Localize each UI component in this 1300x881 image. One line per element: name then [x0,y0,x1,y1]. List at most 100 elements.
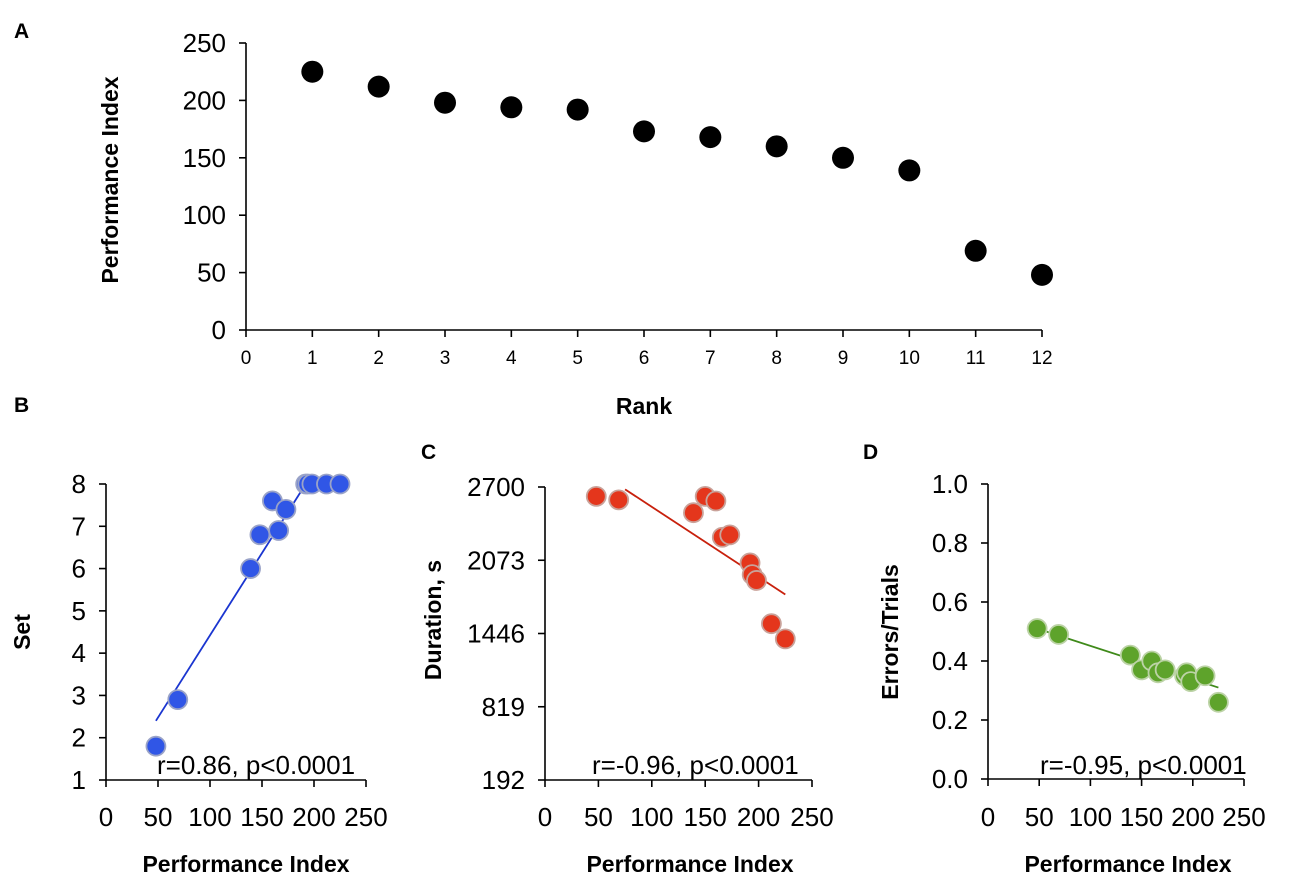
panel-a-data-point [301,60,324,83]
panel-d-y-tick-label: 0.4 [932,646,968,676]
panel-d-data-point [1194,665,1216,687]
panel-b-correlation-annotation: r=0.86, p<0.0001 [157,750,355,780]
panel-c-x-tick-label: 50 [584,802,613,832]
panel-c-data-point [683,502,704,524]
panel-b-x-tick-label: 250 [344,802,387,832]
panel-b-x-tick-label: 100 [188,802,231,832]
panel-d-data-point [1208,691,1229,713]
panel-a-y-tick-label: 50 [197,258,226,288]
panel-b-data-point [240,558,261,579]
panel-a-x-tick-label: 6 [639,348,650,369]
panel-a-y-tick-label: 200 [183,85,226,115]
panel-a-x-tick-label: 5 [572,348,583,369]
panel-c-y-tick-label: 819 [482,692,525,722]
panel-c-x-axis-title: Performance Index [586,851,793,877]
panel-a-y-tick-label: 250 [183,28,226,58]
panel-d-y-tick-label: 0.2 [932,705,968,735]
panel-b-y-tick-label: 4 [72,638,86,668]
panel-c-y-tick-label: 1446 [467,619,525,649]
panel-a-data-point [367,75,390,98]
panel-d-data-point [1048,624,1070,645]
panel-b-data-point [145,735,167,757]
panel-b-data-point [329,473,351,495]
panel-c-x-tick-label: 200 [737,802,780,832]
panel-a-data-point [434,91,456,114]
panel-d-x-tick-label: 100 [1069,802,1112,832]
panel-d-x-tick-label: 0 [981,802,995,832]
panel-b-y-tick-label: 3 [72,680,86,710]
panel-c-y-tick-label: 2700 [467,472,525,502]
panel-c-x-tick-label: 150 [684,802,727,832]
panel-a-data-point [699,126,722,149]
panel-d-x-tick-label: 200 [1171,802,1214,832]
panel-b-y-axis-title: Set [9,614,35,650]
panel-b-x-tick-label: 0 [99,802,113,832]
panel-d-data-point [1026,618,1048,639]
panel-d-x-tick-label: 250 [1222,802,1265,832]
panel-c-data-point [705,490,727,512]
panel-c-correlation-annotation: r=-0.96, p<0.0001 [592,750,799,780]
panel-c-x-tick-label: 250 [790,802,833,832]
panel-c-y-tick-label: 192 [482,765,525,795]
panel-d-y-tick-label: 0.8 [932,528,968,558]
panel-a-x-tick-label: 7 [705,348,716,369]
panel-d-data-point [1154,659,1176,681]
panel-a-y-tick-label: 100 [183,200,226,230]
panel-b-data-point [249,524,271,546]
panel-c-data-point [774,628,796,650]
panel-a-data-point [832,146,854,169]
panel-b-x-tick-label: 200 [292,802,335,832]
panel-a-x-tick-label: 11 [966,348,986,369]
panel-a-x-tick-label: 8 [771,348,782,369]
panel-label-b: B [14,394,29,417]
panel-b-y-tick-label: 5 [72,596,86,626]
panel-a-data-point [566,98,589,121]
panel-d-y-tick-label: 0.0 [932,764,968,794]
panel-a-x-tick-label: 1 [307,348,318,369]
panel-a-data-point [898,159,921,182]
panel-a-x-tick-label: 9 [838,348,849,369]
panel-c-data-point [746,570,767,591]
panel-c-data-point [761,613,782,635]
panel-a-x-tick-label: 10 [899,348,920,369]
panel-d-x-tick-label: 150 [1120,802,1163,832]
panel-a-data-point [633,120,655,143]
panel-label-a: A [14,20,29,43]
panel-a-x-tick-label: 3 [440,348,451,369]
panel-a-y-tick-label: 150 [183,143,226,173]
panel-label-d: D [863,441,878,464]
panel-c-y-tick-label: 2073 [467,545,525,575]
panel-a-data-point [1031,263,1053,286]
panel-a-x-axis-title: Rank [616,393,672,419]
panel-b-y-tick-label: 1 [72,765,86,795]
panel-d-x-axis-title: Performance Index [1024,851,1231,877]
panel-d-y-axis-title: Errors/Trials [877,564,903,700]
panel-d-y-tick-label: 0.6 [932,587,968,617]
panel-b-chart: 1 2 3 4 5 6 7 8 0 50 100 150 200 250 Performance Index… [9,469,388,877]
panel-c-data-point [585,485,607,507]
panel-c-data-point [719,524,741,546]
panel-b-x-tick-label: 150 [240,802,283,832]
panel-d-data-point [1119,644,1141,666]
panel-c-chart: 192 819 1446 2073 2700 0 50 100 150 200 250 Perform… [420,472,834,877]
panel-d-correlation-annotation: r=-0.95, p<0.0001 [1040,750,1247,780]
panel-a-y-axis-title: Performance Index [97,76,123,283]
panel-b-y-tick-label: 6 [72,554,86,584]
panel-b-data-point [275,498,297,520]
panel-b-y-tick-label: 7 [72,511,86,541]
panel-a-y-tick-label: 0 [212,315,226,345]
panel-d-x-tick-label: 50 [1025,802,1054,832]
panel-a-x-tick-label: 2 [373,348,384,369]
panel-d-y-tick-label: 1.0 [932,469,968,499]
panel-b-trendline [155,483,307,722]
panel-a-x-tick-label: 4 [506,348,517,369]
panel-b-data-point [167,689,189,711]
panel-a-x-tick-label: 0 [241,348,252,369]
panel-c-y-axis-title: Duration, s [420,560,446,680]
panel-b-y-tick-label: 2 [72,723,86,753]
panel-c-x-tick-label: 0 [538,802,552,832]
panel-a-data-point [964,239,987,262]
panel-a-data-point [500,96,523,119]
